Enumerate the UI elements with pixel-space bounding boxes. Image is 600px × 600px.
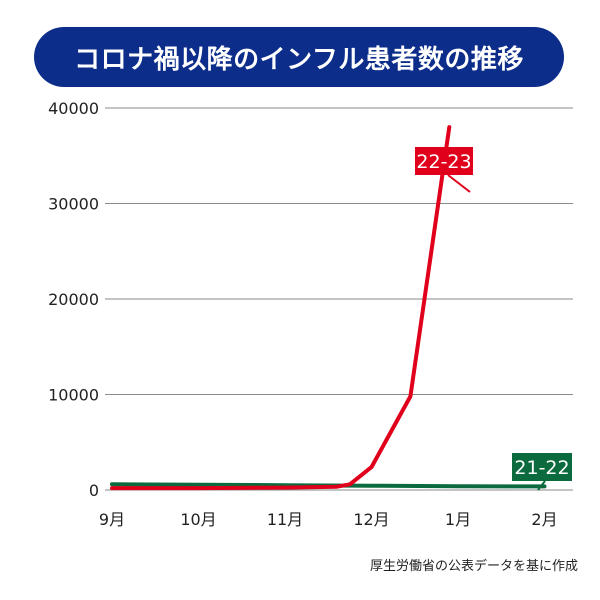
x-tick-label: 1月 [445, 510, 471, 529]
x-tick-label: 11月 [267, 510, 303, 529]
series-label: 22-23 [416, 151, 471, 173]
series-labels: 22-23 21-22 [415, 147, 572, 491]
x-tick-label: 10月 [180, 510, 216, 529]
y-axis-ticks: 0 10000 20000 30000 40000 [48, 99, 99, 500]
chart-title: コロナ禍以降のインフル患者数の推移 [74, 44, 524, 75]
title-banner: コロナ禍以降のインフル患者数の推移 [34, 27, 564, 87]
x-tick-label: 2月 [531, 510, 557, 529]
series-label: 21-22 [514, 457, 569, 479]
y-tick-label: 10000 [48, 386, 99, 405]
series-label-box [415, 147, 473, 175]
label-leader-line [447, 174, 471, 193]
source-note: 厚生労働省の公表データを基に作成 [369, 559, 578, 574]
x-tick-label: 9月 [99, 510, 125, 529]
y-tick-label: 0 [89, 481, 99, 500]
series-lines [110, 125, 547, 491]
y-tick-label: 20000 [48, 290, 99, 309]
y-tick-label: 30000 [48, 195, 99, 214]
label-leader-line [537, 480, 546, 491]
y-tick-label: 40000 [48, 99, 99, 118]
grid-lines [105, 107, 573, 491]
x-tick-label: 12月 [353, 510, 389, 529]
series-label-box [512, 453, 572, 481]
x-axis-ticks: 9月 10月 11月 12月 1月 2月 [99, 510, 558, 529]
series-line [110, 125, 452, 491]
